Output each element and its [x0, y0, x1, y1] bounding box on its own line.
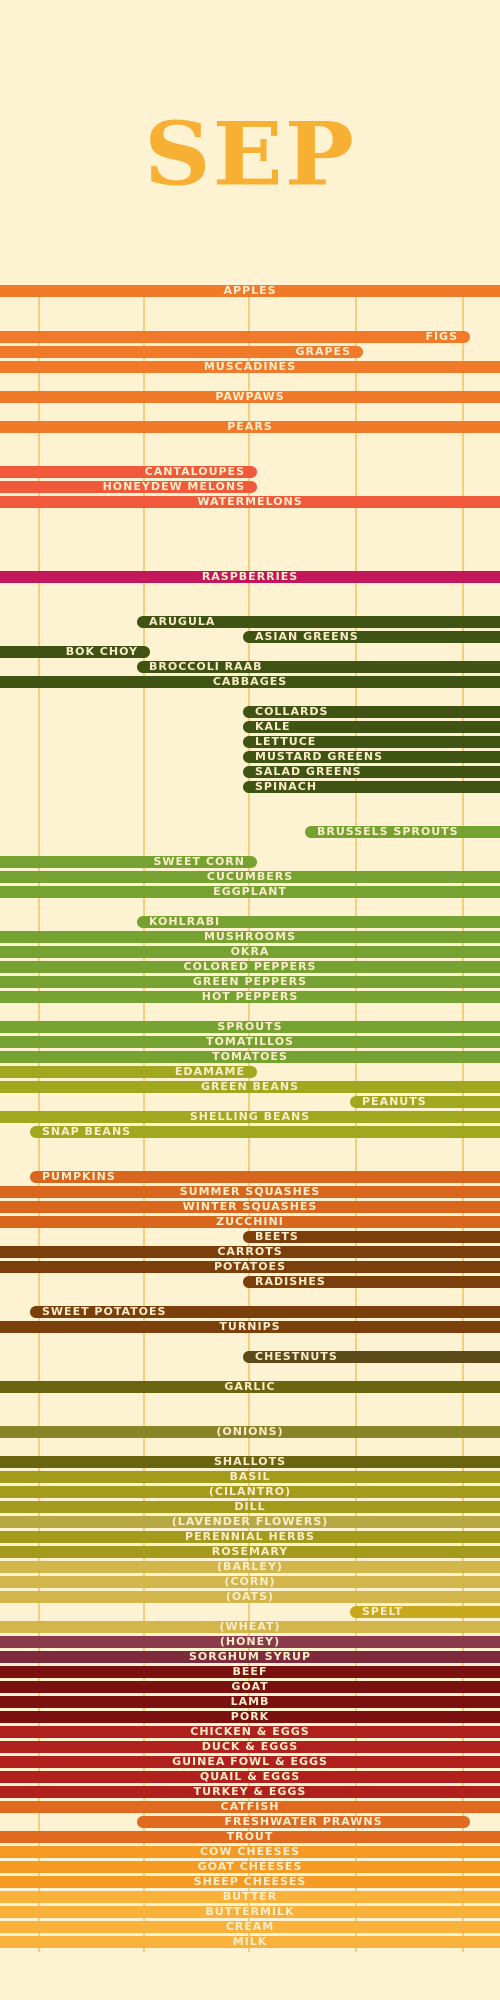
crop-bar: (WHEAT) — [0, 1621, 500, 1633]
crop-bar: SPROUTS — [0, 1021, 500, 1033]
crop-bar: BEEF — [0, 1666, 500, 1678]
crop-bar: (BARLEY) — [0, 1561, 500, 1573]
crop-bar: SHEEP CHEESES — [0, 1876, 500, 1888]
crop-bar: PERENNIAL HERBS — [0, 1531, 500, 1543]
crop-bar: DUCK & EGGS — [0, 1741, 500, 1753]
week-gridline — [248, 297, 250, 1952]
crop-bar: (LAVENDER FLOWERS) — [0, 1516, 500, 1528]
crop-bar: PEARS — [0, 421, 500, 433]
crop-bar: WINTER SQUASHES — [0, 1201, 500, 1213]
crop-bar: PEANUTS — [350, 1096, 500, 1108]
crop-bar: ARUGULA — [137, 616, 500, 628]
crop-bar: CHESTNUTS — [243, 1351, 500, 1363]
crop-bar: BRUSSELS SPROUTS — [305, 826, 500, 838]
crop-bar: ASIAN GREENS — [243, 631, 500, 643]
crop-bar: CANTALOUPES — [0, 466, 257, 478]
crop-bar: PAWPAWS — [0, 391, 500, 403]
crop-bar: BOK CHOY — [0, 646, 150, 658]
crop-bar: ROSEMARY — [0, 1546, 500, 1558]
crop-bar: BUTTERMILK — [0, 1906, 500, 1918]
crop-bar: (CORN) — [0, 1576, 500, 1588]
crop-bar: RASPBERRIES — [0, 571, 500, 583]
crop-bar: BROCCOLI RAAB — [137, 661, 500, 673]
crop-bar: SHELLING BEANS — [0, 1111, 500, 1123]
crop-bar: HOT PEPPERS — [0, 991, 500, 1003]
crop-bar: GUINEA FOWL & EGGS — [0, 1756, 500, 1768]
crop-bar: GREEN PEPPERS — [0, 976, 500, 988]
crop-bar: (OATS) — [0, 1591, 500, 1603]
crop-bar: TOMATOES — [0, 1051, 500, 1063]
crop-bar: FRESHWATER PRAWNS — [137, 1816, 470, 1828]
crop-bar: KOHLRABI — [137, 916, 500, 928]
week-gridline — [143, 297, 145, 1952]
crop-bar: CATFISH — [0, 1801, 500, 1813]
crop-bar: CHICKEN & EGGS — [0, 1726, 500, 1738]
crop-bar: OKRA — [0, 946, 500, 958]
crop-bar: CABBAGES — [0, 676, 500, 688]
crop-bar: GARLIC — [0, 1381, 500, 1393]
crop-bar: SPINACH — [243, 781, 500, 793]
crop-bar: MUSCADINES — [0, 361, 500, 373]
crop-bar: CREAM — [0, 1921, 500, 1933]
crop-bar: GOAT CHEESES — [0, 1861, 500, 1873]
crop-bar: SWEET CORN — [0, 856, 257, 868]
crop-bar: TURNIPS — [0, 1321, 500, 1333]
week-gridline — [38, 297, 40, 1952]
crop-bar: EDAMAME — [0, 1066, 257, 1078]
page-title: SEP — [144, 102, 356, 206]
crop-bar: LETTUCE — [243, 736, 500, 748]
crop-bar: DILL — [0, 1501, 500, 1513]
crop-bar: CUCUMBERS — [0, 871, 500, 883]
crop-bar: CARROTS — [0, 1246, 500, 1258]
crop-bar: BEETS — [243, 1231, 500, 1243]
crop-bar: SHALLOTS — [0, 1456, 500, 1468]
crop-bar: WATERMELONS — [0, 496, 500, 508]
week-gridline — [462, 297, 464, 1952]
crop-bar: GOAT — [0, 1681, 500, 1693]
crop-bar: ZUCCHINI — [0, 1216, 500, 1228]
crop-bar: PUMPKINS — [30, 1171, 500, 1183]
crop-bar: QUAIL & EGGS — [0, 1771, 500, 1783]
crop-bar: POTATOES — [0, 1261, 500, 1273]
crop-bar: MUSHROOMS — [0, 931, 500, 943]
crop-bar: GRAPES — [0, 346, 363, 358]
crop-bar: PORK — [0, 1711, 500, 1723]
crop-bar: SNAP BEANS — [30, 1126, 500, 1138]
crop-bar: FIGS — [0, 331, 470, 343]
crop-bar: MILK — [0, 1936, 500, 1948]
crop-bar: LAMB — [0, 1696, 500, 1708]
crop-bar: TURKEY & EGGS — [0, 1786, 500, 1798]
crop-bar: SORGHUM SYRUP — [0, 1651, 500, 1663]
crop-bar: BUTTER — [0, 1891, 500, 1903]
crop-bar: COLORED PEPPERS — [0, 961, 500, 973]
crop-bar: HONEYDEW MELONS — [0, 481, 257, 493]
crop-bar: BASIL — [0, 1471, 500, 1483]
crop-bar: COW CHEESES — [0, 1846, 500, 1858]
crop-bar: (CILANTRO) — [0, 1486, 500, 1498]
crop-bar: (ONIONS) — [0, 1426, 500, 1438]
crop-bar: EGGPLANT — [0, 886, 500, 898]
crop-bar: TROUT — [0, 1831, 500, 1843]
crop-bar: RADISHES — [243, 1276, 500, 1288]
crop-bar: GREEN BEANS — [0, 1081, 500, 1093]
crop-bar: SWEET POTATOES — [30, 1306, 500, 1318]
crop-bar: (HONEY) — [0, 1636, 500, 1648]
crop-bar: SPELT — [350, 1606, 500, 1618]
crop-bar: SALAD GREENS — [243, 766, 500, 778]
crop-bar: APPLES — [0, 285, 500, 297]
week-gridline — [355, 297, 357, 1952]
crop-bar: TOMATILLOS — [0, 1036, 500, 1048]
crop-bar: SUMMER SQUASHES — [0, 1186, 500, 1198]
crop-bar: COLLARDS — [243, 706, 500, 718]
crop-bar: KALE — [243, 721, 500, 733]
crop-bar: MUSTARD GREENS — [243, 751, 500, 763]
